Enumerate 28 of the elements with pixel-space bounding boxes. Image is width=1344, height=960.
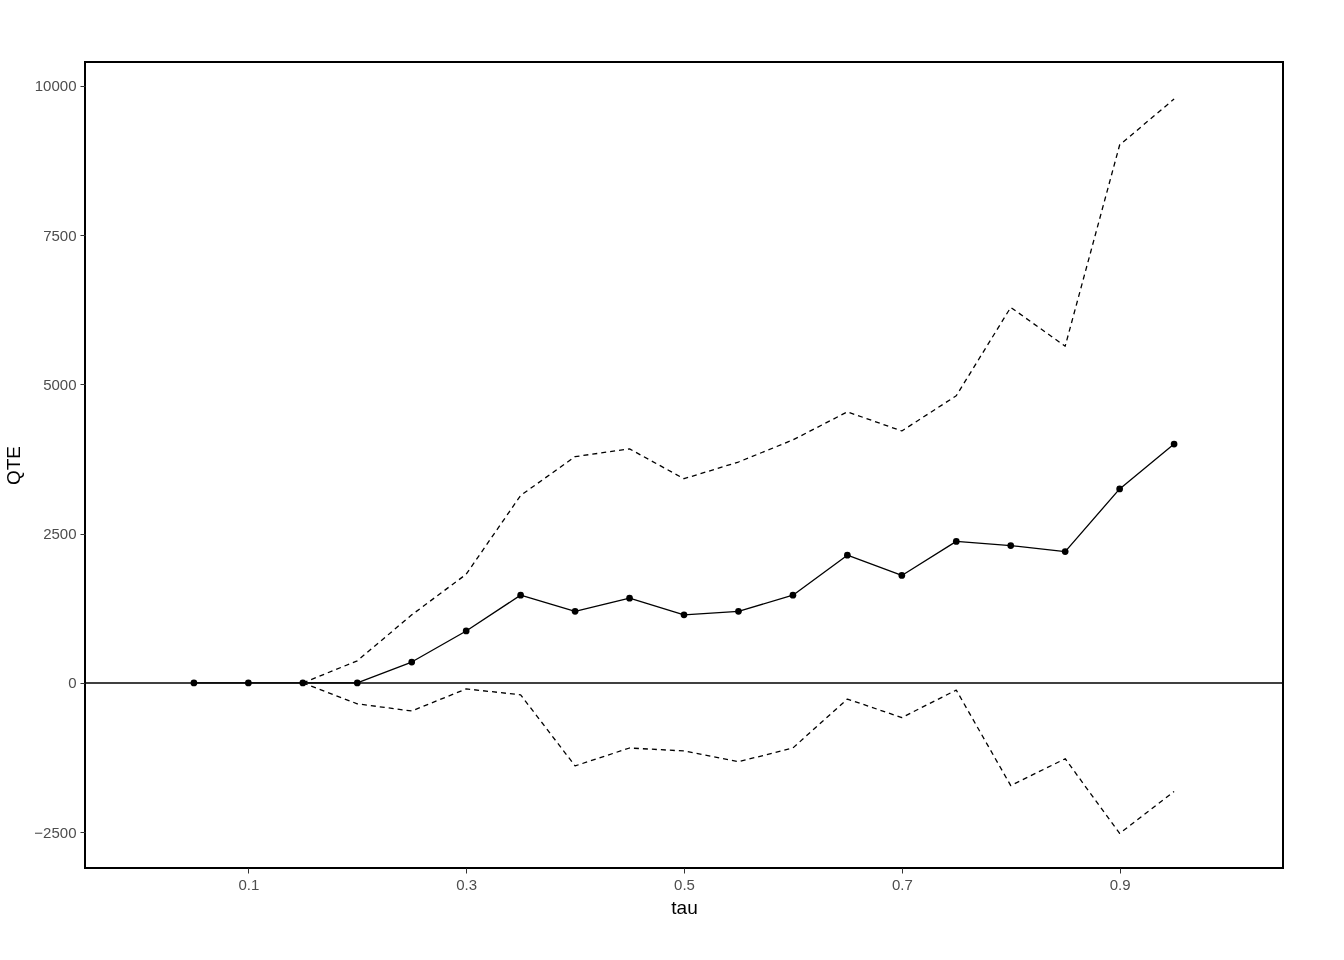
point: [1170, 440, 1178, 448]
x-tick-label: 0.7: [891, 875, 913, 893]
x-tick-label: 0.5: [674, 875, 695, 893]
point: [898, 572, 906, 579]
point: [789, 591, 797, 599]
y-tick-label: 2500: [43, 525, 77, 543]
point: [735, 607, 742, 615]
point: [462, 627, 470, 635]
y-tick-label: 10000: [34, 77, 77, 95]
point: [408, 658, 416, 666]
point: [1007, 542, 1015, 549]
point: [517, 591, 524, 599]
y-tick-label: −2500: [34, 823, 77, 841]
point: [1061, 548, 1069, 555]
x-tick-label: 0.9: [1109, 875, 1131, 893]
x-tick-label: 0.1: [238, 875, 260, 893]
y-tick-label: 7500: [43, 226, 77, 244]
x-tick-label: 0.3: [456, 875, 478, 893]
x-axis-title: tau: [671, 896, 698, 918]
point: [1116, 485, 1123, 493]
y-axis-title: QTE: [3, 445, 25, 486]
point: [952, 538, 960, 545]
point: [844, 551, 851, 559]
y-tick-label: 5000: [43, 375, 77, 393]
point: [680, 611, 688, 619]
point: [571, 607, 579, 615]
y-tick-label: 0: [68, 674, 77, 692]
point: [626, 594, 633, 602]
